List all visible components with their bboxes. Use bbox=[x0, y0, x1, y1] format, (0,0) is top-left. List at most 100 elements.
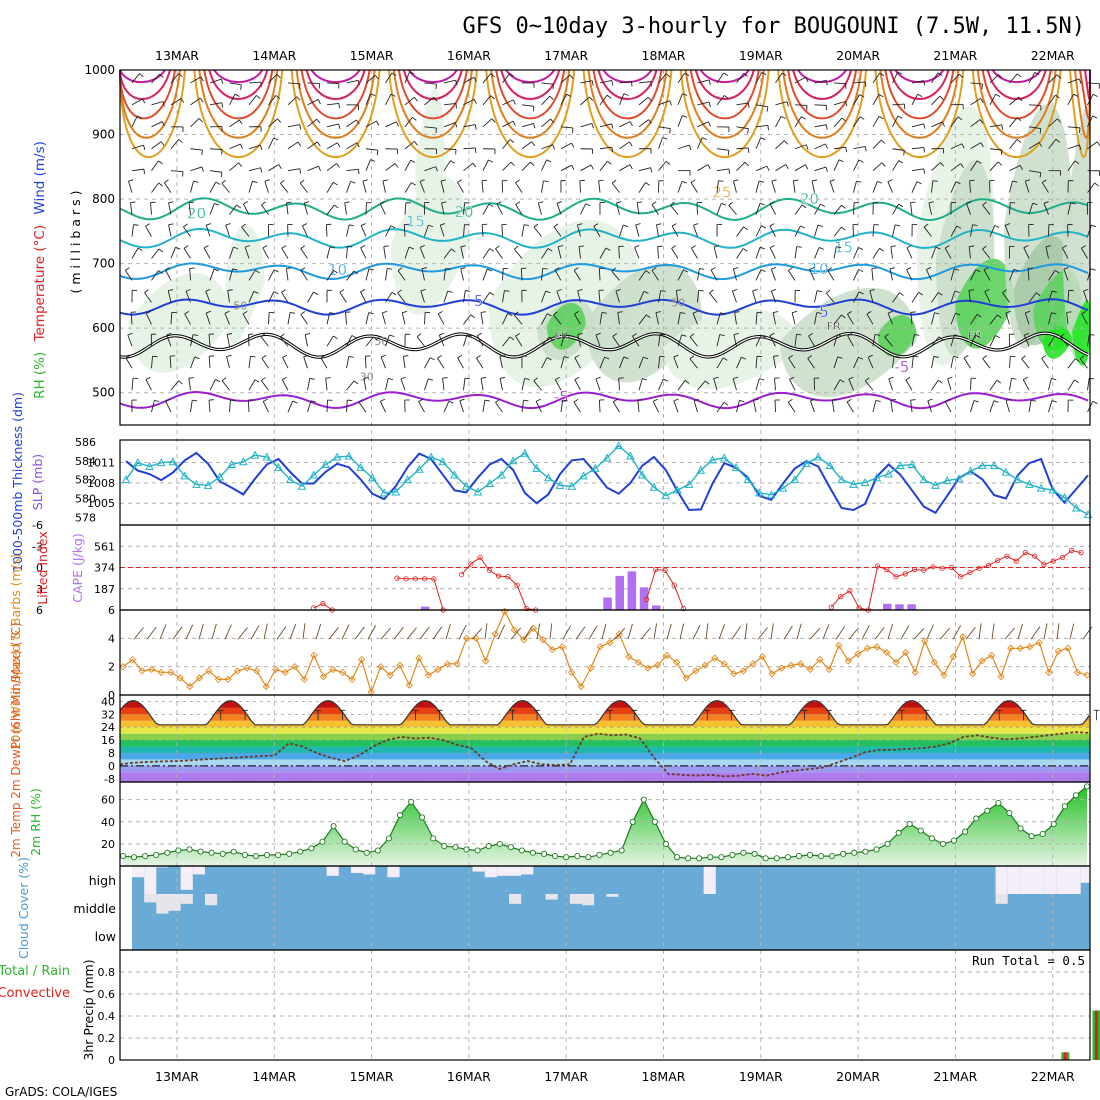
wind-barb-flag bbox=[1081, 245, 1086, 249]
wind-barb bbox=[1009, 202, 1011, 215]
wind-barb-flag bbox=[495, 399, 500, 403]
rh-marker bbox=[707, 854, 714, 861]
wind-barb-flag bbox=[554, 267, 560, 271]
wind-barb bbox=[401, 312, 406, 325]
wind-barb bbox=[268, 118, 278, 128]
wind-barb bbox=[1048, 118, 1058, 128]
wind-barb bbox=[989, 314, 998, 325]
wind-barb bbox=[911, 181, 918, 193]
boundary-layer-contour bbox=[402, 69, 463, 100]
wind-barb bbox=[260, 336, 269, 347]
wind-barb bbox=[560, 334, 565, 347]
wind-barb bbox=[229, 246, 234, 259]
wind-barb bbox=[151, 270, 159, 281]
wind-barb bbox=[131, 73, 140, 84]
wind-barb-flag bbox=[939, 162, 945, 167]
thickness-tick-label: 582 bbox=[75, 474, 96, 487]
wind-barb bbox=[463, 290, 466, 303]
wind-barb-flag bbox=[846, 398, 852, 403]
wind-barb bbox=[300, 248, 308, 259]
wind-barb bbox=[533, 380, 542, 391]
wind-barb-flag bbox=[1041, 355, 1046, 359]
wind-barb-flag bbox=[382, 179, 388, 182]
thickness-marker bbox=[696, 465, 706, 474]
frame-layer bbox=[119, 69, 1091, 1061]
wind-barb-flag bbox=[435, 127, 437, 134]
wind-barb bbox=[281, 379, 289, 391]
cloud-gap-high bbox=[326, 866, 339, 876]
wind-barb-flag bbox=[652, 398, 658, 402]
wind-barb-flag bbox=[495, 245, 500, 250]
wind-barb bbox=[771, 181, 776, 193]
wind-barb-flag bbox=[1078, 144, 1082, 150]
wind-barb-10m bbox=[536, 623, 541, 640]
rh-marker bbox=[341, 838, 348, 845]
thickness-marker bbox=[919, 475, 929, 484]
wind-barb bbox=[145, 379, 152, 391]
cloud-gap-high bbox=[703, 866, 716, 894]
wind-barb-flag bbox=[316, 118, 321, 124]
wind-barb-flag bbox=[509, 72, 515, 77]
wind-barb bbox=[677, 269, 684, 281]
rh-marker bbox=[385, 835, 392, 842]
wind-barb-flag bbox=[917, 93, 923, 97]
wind-barb bbox=[734, 312, 737, 325]
wind-barb-10m bbox=[198, 623, 204, 640]
wind-barb bbox=[244, 246, 250, 259]
lifted-index-marker bbox=[1059, 554, 1066, 561]
wind-barb-flag bbox=[1073, 93, 1079, 97]
wind-barb-flag bbox=[783, 140, 789, 145]
wind-barb bbox=[482, 118, 493, 128]
wind-barb bbox=[404, 71, 411, 84]
wind-barb-flag bbox=[154, 399, 160, 403]
wind-barb bbox=[521, 122, 534, 128]
thickness-marker bbox=[1048, 485, 1058, 494]
wind-barb bbox=[1028, 126, 1041, 129]
temp-tick-label: 16 bbox=[101, 734, 115, 747]
wind-barb bbox=[346, 356, 350, 369]
wind-barb-flag bbox=[785, 164, 789, 170]
wind-barb bbox=[656, 224, 659, 237]
slp-tick-label: 1011 bbox=[87, 456, 115, 469]
wind-barb-flag bbox=[320, 354, 326, 359]
wind-barb-flag bbox=[348, 355, 354, 358]
wind-barb bbox=[697, 101, 710, 106]
rh-marker bbox=[662, 840, 669, 847]
wind-barb bbox=[1028, 170, 1041, 174]
wind-barb-flag bbox=[394, 163, 399, 168]
wind-barb bbox=[931, 180, 934, 193]
wind-barb bbox=[658, 126, 671, 129]
wind-barb-flag bbox=[139, 73, 144, 78]
wind-barb-flag bbox=[215, 181, 221, 185]
cloud-gap-high bbox=[192, 866, 205, 875]
wind-barb bbox=[482, 203, 490, 215]
wind-barb-flag bbox=[535, 398, 541, 402]
wind-speed-marker bbox=[1026, 643, 1034, 651]
wind-barb-flag bbox=[510, 161, 515, 167]
thickness-marker bbox=[942, 476, 952, 485]
rh-line bbox=[122, 785, 1088, 859]
lifted-index-marker bbox=[828, 604, 834, 610]
wind-barb-flag bbox=[192, 399, 198, 402]
wind-barb-flag bbox=[360, 223, 366, 226]
wind-barb-flag bbox=[955, 312, 961, 316]
lifted-index-marker bbox=[1078, 550, 1084, 556]
wind-barb bbox=[755, 180, 760, 193]
wind-barb bbox=[599, 80, 612, 84]
wind-barb bbox=[638, 81, 651, 84]
wind-barb bbox=[944, 401, 952, 413]
wind-speed-marker bbox=[701, 661, 709, 669]
lifted-index-line bbox=[313, 603, 333, 611]
wind-barb bbox=[911, 94, 919, 106]
boundary-layer-contour bbox=[387, 69, 478, 159]
wind-barb-flag bbox=[409, 71, 415, 75]
wind-barb-flag bbox=[771, 288, 777, 292]
wind-barb-flag bbox=[555, 376, 560, 380]
wind-barb-flag bbox=[699, 268, 705, 270]
wind-barb-flag bbox=[615, 288, 621, 292]
wind-barb bbox=[833, 100, 846, 106]
wind-speed-marker bbox=[711, 654, 719, 662]
wind-barb bbox=[226, 356, 230, 369]
wind-barb bbox=[814, 79, 827, 84]
wind-barb bbox=[1048, 290, 1053, 303]
